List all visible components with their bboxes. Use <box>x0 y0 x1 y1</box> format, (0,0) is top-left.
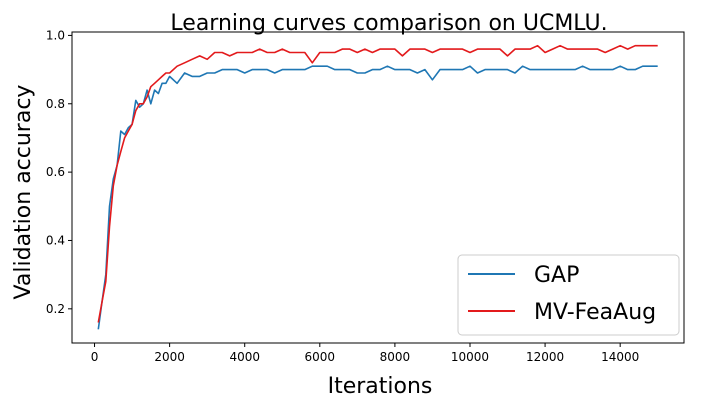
x-tick-label: 4000 <box>229 350 260 364</box>
legend-label-gap: GAP <box>534 263 579 288</box>
x-tick-label: 14000 <box>601 350 639 364</box>
plot-area <box>71 31 685 344</box>
x-tick-label: 10000 <box>451 350 489 364</box>
y-tick-label: 0.8 <box>46 97 65 111</box>
legend: GAP MV-FeaAug <box>457 254 680 336</box>
x-tick-label: 2000 <box>154 350 185 364</box>
y-axis-label: Validation accuracy <box>11 85 36 300</box>
y-tick-label: 0.4 <box>46 233 65 247</box>
x-axis-label: Iterations <box>328 374 433 399</box>
x-tick-label: 8000 <box>380 350 411 364</box>
x-tick-label: 6000 <box>305 350 336 364</box>
series-line-mvfeaaug <box>97 44 658 323</box>
y-axis-ticks: 0.2 0.4 0.6 0.8 1.0 <box>46 28 72 316</box>
plot-frame <box>71 31 685 344</box>
y-tick-label: 0.2 <box>46 302 65 316</box>
series-layer <box>97 44 658 330</box>
legend-label-mvfeaaug: MV-FeaAug <box>534 300 656 325</box>
x-axis-ticks: 0 2000 4000 6000 8000 10000 12000 14000 <box>91 343 639 364</box>
x-tick-label: 12000 <box>526 350 564 364</box>
y-tick-label: 1.0 <box>46 28 65 42</box>
y-tick-label: 0.6 <box>46 165 65 179</box>
series-line-gap <box>97 65 658 330</box>
x-tick-label: 0 <box>91 350 99 364</box>
